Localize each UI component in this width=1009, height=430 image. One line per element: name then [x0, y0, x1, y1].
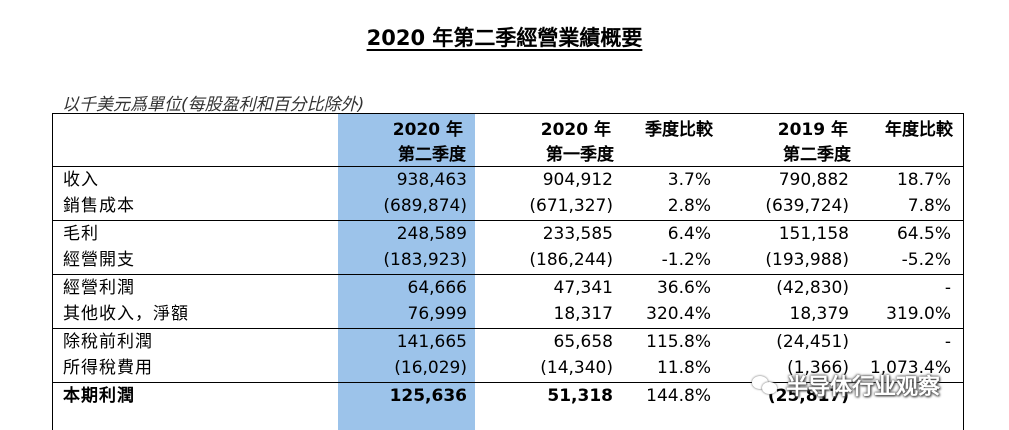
- header-yoy: 年度比較: [885, 120, 953, 140]
- row-label: 本期利潤: [63, 386, 135, 406]
- header-q2-2020-year: 2020 年: [392, 120, 463, 140]
- header-q2-2019-year: 2019 年: [777, 120, 848, 140]
- header-q2-2019-quarter: 第二季度: [783, 145, 851, 165]
- row-label: 經營開支: [63, 250, 135, 270]
- row-label: 其他收入，淨額: [63, 304, 189, 324]
- cell-q1-2020: 65,658: [553, 332, 613, 352]
- row-divider: [53, 382, 963, 383]
- cell-qoq: 2.8%: [667, 196, 711, 216]
- cell-yoy: -: [944, 332, 951, 352]
- cell-yoy: 1,073.4%: [869, 358, 951, 378]
- row-divider: [53, 328, 963, 329]
- header-q1-2020-year: 2020 年: [540, 120, 611, 140]
- cell-q2-2020: (16,029): [394, 358, 467, 378]
- table-row: 毛利 248,589 233,585 6.4% 151,158 64.5%: [53, 221, 963, 247]
- row-label: 收入: [63, 170, 99, 190]
- cell-yoy: 319.0%: [886, 304, 951, 324]
- header-divider: [53, 166, 963, 167]
- cell-q2-2019: (639,724): [765, 196, 849, 216]
- cell-yoy: 7.8%: [907, 196, 951, 216]
- cell-q2-2019: (24,451): [776, 332, 849, 352]
- results-table: 2020 年 第二季度 2020 年 第一季度 季度比較 2019 年 第二季度…: [52, 113, 964, 430]
- cell-q1-2020: 47,341: [553, 278, 613, 298]
- cell-qoq: 320.4%: [646, 304, 711, 324]
- cell-qoq: 36.6%: [656, 278, 711, 298]
- header-qoq: 季度比較: [645, 120, 713, 140]
- row-divider: [53, 274, 963, 275]
- table-row: 其他收入，淨額 76,999 18,317 320.4% 18,379 319.…: [53, 301, 963, 327]
- cell-qoq: 3.7%: [667, 170, 711, 190]
- cell-q1-2020: (186,244): [529, 250, 613, 270]
- header-q1-2020-quarter: 第一季度: [546, 145, 614, 165]
- cell-qoq: 115.8%: [646, 332, 711, 352]
- cell-qoq: 144.8%: [646, 386, 711, 406]
- cell-q1-2020: 233,585: [542, 224, 613, 244]
- cell-q2-2019: 790,882: [778, 170, 849, 190]
- table-row: 經營利潤 64,666 47,341 36.6% (42,830) -: [53, 275, 963, 301]
- cell-q2-2020: 125,636: [389, 386, 467, 406]
- cell-q2-2020: 64,666: [407, 278, 467, 298]
- row-label: 所得稅費用: [63, 358, 153, 378]
- cell-qoq: 11.8%: [656, 358, 711, 378]
- row-label: 經營利潤: [63, 278, 135, 298]
- cell-q2-2020: 141,665: [396, 332, 467, 352]
- cell-q2-2019: 18,379: [789, 304, 849, 324]
- cell-q2-2020: (183,923): [383, 250, 467, 270]
- cell-q2-2020: 76,999: [407, 304, 467, 324]
- table-row: 銷售成本 (689,874) (671,327) 2.8% (639,724) …: [53, 193, 963, 219]
- row-label: 毛利: [63, 224, 99, 244]
- table-row: 除稅前利潤 141,665 65,658 115.8% (24,451) -: [53, 329, 963, 355]
- cell-q1-2020: (14,340): [540, 358, 613, 378]
- cell-q2-2019: (1,366): [787, 358, 849, 378]
- wechat-icon: [752, 374, 778, 396]
- cell-q2-2020: (689,874): [383, 196, 467, 216]
- cell-q1-2020: 904,912: [542, 170, 613, 190]
- cell-q1-2020: 18,317: [553, 304, 613, 324]
- cell-q2-2019: 151,158: [778, 224, 849, 244]
- watermark: 半导体行业观察: [752, 367, 992, 403]
- cell-q2-2020: 248,589: [396, 224, 467, 244]
- header-q2-2020-quarter: 第二季度: [398, 145, 466, 165]
- unit-note: 以千美元爲單位(每股盈利和百分比除外): [62, 95, 365, 115]
- table-row: 所得稅費用 (16,029) (14,340) 11.8% (1,366) 1,…: [53, 355, 963, 381]
- cell-qoq: 6.4%: [667, 224, 711, 244]
- cell-q2-2020: 938,463: [396, 170, 467, 190]
- table-row: 收入 938,463 904,912 3.7% 790,882 18.7%: [53, 167, 963, 193]
- cell-qoq: -1.2%: [661, 250, 711, 270]
- cell-yoy: -5.2%: [901, 250, 951, 270]
- cell-q2-2019: (42,830): [776, 278, 849, 298]
- report-title: 2020 年第二季經營業績概要: [366, 26, 643, 50]
- cell-q2-2019: (193,988): [765, 250, 849, 270]
- table-row-total: 本期利潤 125,636 51,318 144.8% (25,817): [53, 383, 963, 409]
- row-divider: [53, 220, 963, 221]
- cell-q2-2019: (25,817): [767, 386, 849, 406]
- table-row: 經營開支 (183,923) (186,244) -1.2% (193,988)…: [53, 247, 963, 273]
- cell-yoy: 64.5%: [896, 224, 951, 244]
- watermark-text: 半导体行业观察: [786, 375, 941, 400]
- row-label: 銷售成本: [63, 196, 135, 216]
- cell-q1-2020: 51,318: [547, 386, 613, 406]
- cell-yoy: -: [944, 278, 951, 298]
- row-label: 除稅前利潤: [63, 332, 153, 352]
- cell-q1-2020: (671,327): [529, 196, 613, 216]
- cell-yoy: 18.7%: [896, 170, 951, 190]
